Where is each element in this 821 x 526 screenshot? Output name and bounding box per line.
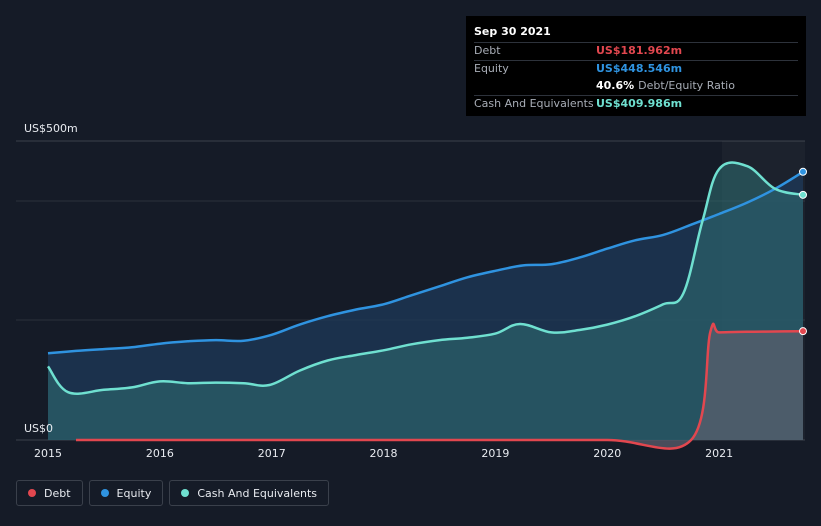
tooltip-row-equity: Equity US$448.546m	[474, 60, 798, 78]
area-layer	[48, 162, 803, 449]
tooltip-row-debt: Debt US$181.962m	[474, 42, 798, 60]
debt-dot-icon	[28, 489, 36, 497]
cash-and-equivalents-area	[48, 162, 803, 441]
chart-legend: Debt Equity Cash And Equivalents	[16, 480, 329, 506]
tooltip-equity-value: US$448.546m	[596, 62, 683, 75]
debt-line	[76, 322, 804, 450]
cash-and-equivalents-endpoint[interactable]	[799, 190, 807, 199]
tooltip-date: Sep 30 2021	[474, 25, 551, 38]
tooltip-equity-label: Equity	[474, 62, 509, 75]
tooltip-row-cash: Cash And Equivalents US$409.986m	[474, 95, 798, 113]
x-tick-2019: 2019	[481, 447, 509, 460]
tooltip-debt-value: US$181.962m	[596, 44, 683, 57]
x-axis-ticks: 2015 2016 2017 2018 2019 2020 2021	[34, 447, 733, 460]
equity-dot-icon	[100, 489, 109, 497]
endpoint-layer	[799, 167, 807, 336]
legend-item-equity[interactable]: Equity	[88, 480, 164, 506]
tooltip-panel: Sep 30 2021 Debt US$181.962m Equity US$4…	[466, 16, 806, 116]
line-layer	[46, 161, 804, 450]
legend-debt-label: Debt	[44, 486, 71, 500]
tooltip-ratio-label: Debt/Equity Ratio	[638, 79, 735, 92]
x-tick-2018: 2018	[370, 447, 398, 460]
tooltip-debt-label: Debt	[474, 44, 501, 57]
legend-item-debt[interactable]: Debt	[16, 480, 83, 506]
x-tick-2015: 2015	[34, 447, 62, 460]
debt-area	[76, 323, 803, 449]
cash-dot-icon	[181, 489, 190, 497]
y-axis-bottom-label: US$0	[24, 422, 53, 435]
x-tick-2021: 2021	[705, 447, 733, 460]
tooltip-cash-label: Cash And Equivalents	[474, 97, 594, 110]
cash-and-equivalents-line	[46, 161, 804, 395]
tooltip-row-ratio: 40.6% Debt/Equity Ratio	[474, 78, 798, 95]
tooltip-ratio-value: 40.6%	[596, 79, 635, 92]
legend-cash-label: Cash And Equivalents	[197, 486, 317, 500]
y-axis-top-label: US$500m	[24, 122, 78, 135]
tooltip-cash-value: US$409.986m	[596, 97, 683, 110]
legend-equity-label: Equity	[116, 486, 152, 500]
x-tick-2016: 2016	[146, 447, 174, 460]
x-tick-2017: 2017	[258, 447, 286, 460]
legend-item-cash[interactable]: Cash And Equivalents	[169, 480, 329, 506]
debt-endpoint[interactable]	[799, 327, 807, 336]
equity-endpoint[interactable]	[799, 167, 807, 176]
equity-line	[47, 170, 804, 355]
x-tick-2020: 2020	[593, 447, 621, 460]
tooltip-ratio-spacer	[474, 78, 596, 95]
